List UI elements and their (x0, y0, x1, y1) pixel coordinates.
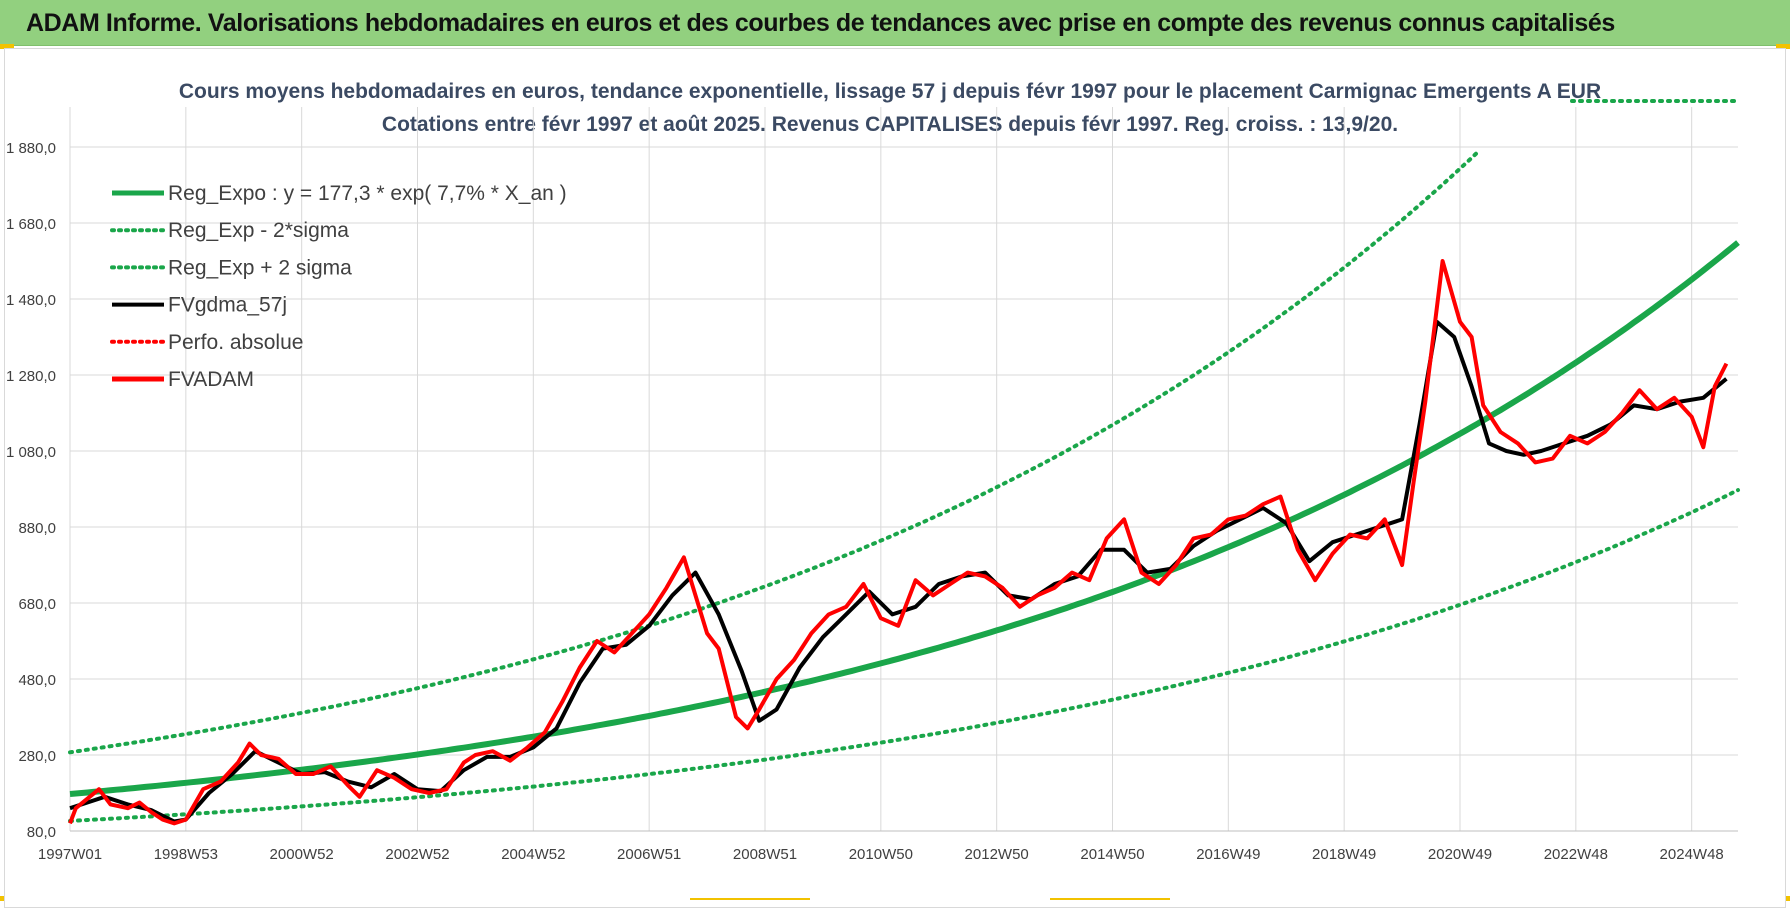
x-tick-label: 2000W52 (270, 846, 334, 863)
legend-label: Reg_Expo : y = 177,3 * exp( 7,7% * X_an … (168, 182, 567, 205)
chart-frame (4, 48, 1786, 908)
y-tick-label: 1 680,0 (6, 216, 56, 233)
series-reg-exp-minus-2sigma (68, 488, 1740, 823)
page-title: ADAM Informe. Valorisations hebdomadaire… (26, 9, 1615, 37)
x-tick-label: 2024W48 (1660, 846, 1724, 863)
header-bar: ADAM Informe. Valorisations hebdomadaire… (0, 0, 1790, 46)
legend-item: FVgdma_57j (112, 294, 287, 317)
x-tick-label: 2012W50 (965, 846, 1029, 863)
x-tick-label: 2006W51 (617, 846, 681, 863)
y-tick-label: 480,0 (18, 672, 56, 689)
series-reg-exp-plus-2sigma (68, 150, 1480, 755)
x-tick-label: 2010W50 (849, 846, 913, 863)
x-tick-label: 2020W49 (1428, 846, 1492, 863)
legend-label: Reg_Exp + 2 sigma (168, 256, 352, 279)
x-tick-label: 2022W48 (1544, 846, 1608, 863)
x-tick-label: 1998W53 (154, 846, 218, 863)
x-tick-label: 2014W50 (1080, 846, 1144, 863)
x-tick-label: 2004W52 (501, 846, 565, 863)
legend: Reg_Expo : y = 177,3 * exp( 7,7% * X_an … (110, 182, 567, 391)
y-tick-label: 80,0 (27, 824, 56, 841)
grid (69, 107, 1738, 832)
y-tick-label: 1 280,0 (6, 368, 56, 385)
series-fvadam (68, 259, 1729, 826)
x-tick-label: 2018W49 (1312, 846, 1376, 863)
series-reg-expo (69, 240, 1740, 797)
y-tick-label: 1 080,0 (6, 444, 56, 461)
y-tick-label: 280,0 (18, 748, 56, 765)
corner-marker (0, 44, 14, 49)
selection-marker (690, 898, 810, 900)
chart-title-line2: Cotations entre févr 1997 et août 2025. … (382, 113, 1398, 136)
legend-label: FVgdma_57j (168, 294, 287, 317)
legend-item: FVADAM (112, 368, 254, 391)
x-tick-label: 2008W51 (733, 846, 797, 863)
y-tick-label: 880,0 (18, 520, 56, 537)
legend-label: FVADAM (168, 368, 254, 391)
y-tick-label: 1 880,0 (6, 140, 56, 157)
x-tick-label: 1997W01 (38, 846, 102, 863)
chart-title-line1: Cours moyens hebdomadaires en euros, ten… (179, 80, 1601, 103)
y-tick-label: 680,0 (18, 596, 56, 613)
series (68, 99, 1740, 826)
series-fvgdma-57j (69, 319, 1728, 824)
selection-marker (1050, 898, 1170, 900)
legend-item: Perfo. absolue (110, 331, 303, 354)
y-tick-label: 1 480,0 (6, 292, 56, 309)
legend-item: Reg_Exp - 2*sigma (110, 219, 349, 242)
legend-item: Reg_Exp + 2 sigma (110, 256, 352, 279)
x-tick-label: 2002W52 (385, 846, 449, 863)
corner-marker (1776, 44, 1790, 49)
legend-item: Reg_Expo : y = 177,3 * exp( 7,7% * X_an … (112, 182, 567, 205)
axes: 80,0 280,0 480,0 680,0 880,0 1 080,0 1 280,0 1 … (6, 140, 1738, 863)
x-tick-label: 2016W49 (1196, 846, 1260, 863)
legend-label: Perfo. absolue (168, 331, 303, 354)
legend-label: Reg_Exp - 2*sigma (168, 219, 349, 242)
